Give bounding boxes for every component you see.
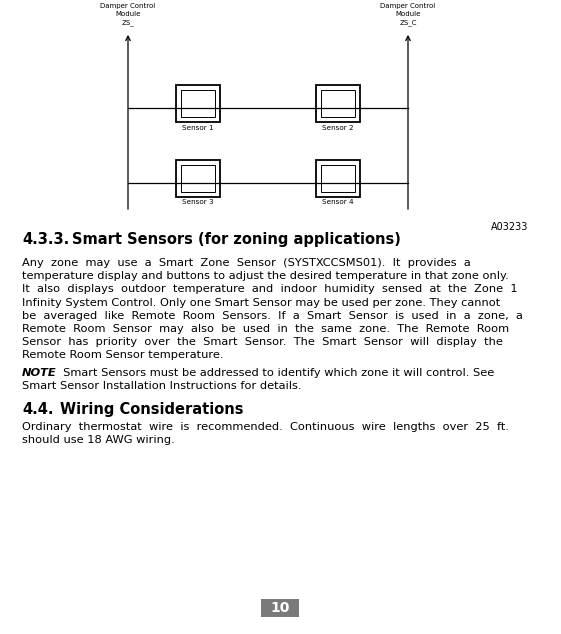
Bar xyxy=(321,89,355,117)
Text: Sensor 1: Sensor 1 xyxy=(182,124,214,131)
Text: 10: 10 xyxy=(270,601,289,615)
Text: Damper Control: Damper Control xyxy=(100,3,155,9)
Text: A03233: A03233 xyxy=(491,222,528,232)
Bar xyxy=(261,599,299,617)
Text: temperature display and buttons to adjust the desired temperature in that zone o: temperature display and buttons to adjus… xyxy=(22,271,509,281)
Text: Sensor 2: Sensor 2 xyxy=(322,124,354,131)
Text: Remote  Room  Sensor  may  also  be  used  in  the  same  zone.  The  Remote  Ro: Remote Room Sensor may also be used in t… xyxy=(22,324,509,334)
Text: Sensor 3: Sensor 3 xyxy=(182,200,214,205)
Text: 4.3.3.: 4.3.3. xyxy=(22,232,69,247)
Bar xyxy=(316,84,360,122)
Bar xyxy=(316,160,360,197)
Bar xyxy=(176,160,220,197)
Text: Module: Module xyxy=(116,11,141,17)
Text: NOTE: NOTE xyxy=(22,368,57,378)
Text: ZS_: ZS_ xyxy=(122,19,135,26)
Bar xyxy=(181,89,215,117)
Text: It  also  displays  outdoor  temperature  and  indoor  humidity  sensed  at  the: It also displays outdoor temperature and… xyxy=(22,285,518,294)
Text: Smart Sensor Installation Instructions for details.: Smart Sensor Installation Instructions f… xyxy=(22,381,301,391)
Text: Sensor  has  priority  over  the  Smart  Sensor.  The  Smart  Sensor  will  disp: Sensor has priority over the Smart Senso… xyxy=(22,337,503,347)
Text: Ordinary  thermostat  wire  is  recommended.  Continuous  wire  lengths  over  2: Ordinary thermostat wire is recommended.… xyxy=(22,422,509,432)
Text: :  Smart Sensors must be addressed to identify which zone it will control. See: : Smart Sensors must be addressed to ide… xyxy=(52,368,494,378)
Text: ZS_C: ZS_C xyxy=(399,19,417,26)
Text: Wiring Considerations: Wiring Considerations xyxy=(60,402,243,417)
Text: should use 18 AWG wiring.: should use 18 AWG wiring. xyxy=(22,435,174,445)
Text: Remote Room Sensor temperature.: Remote Room Sensor temperature. xyxy=(22,351,223,360)
Bar xyxy=(176,84,220,122)
Text: Module: Module xyxy=(396,11,421,17)
Text: be  averaged  like  Remote  Room  Sensors.  If  a  Smart  Sensor  is  used  in  : be averaged like Remote Room Sensors. If… xyxy=(22,311,523,321)
Text: Damper Control: Damper Control xyxy=(380,3,436,9)
Text: Infinity System Control. Only one Smart Sensor may be used per zone. They cannot: Infinity System Control. Only one Smart … xyxy=(22,297,500,307)
Text: 4.4.: 4.4. xyxy=(22,402,53,417)
Text: Sensor 4: Sensor 4 xyxy=(322,200,354,205)
Text: Smart Sensors (for zoning applications): Smart Sensors (for zoning applications) xyxy=(72,232,401,247)
Bar xyxy=(321,164,355,191)
Bar xyxy=(181,164,215,191)
Text: Any  zone  may  use  a  Smart  Zone  Sensor  (SYSTXCCSMS01).  It  provides  a: Any zone may use a Smart Zone Sensor (SY… xyxy=(22,258,471,268)
